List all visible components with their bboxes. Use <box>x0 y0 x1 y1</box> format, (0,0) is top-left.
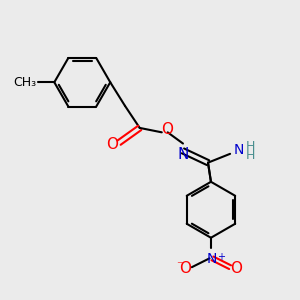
Text: O: O <box>179 261 191 276</box>
Text: +: + <box>218 252 225 262</box>
Text: N: N <box>206 253 217 266</box>
Text: N: N <box>234 143 244 157</box>
Text: H: H <box>245 140 255 153</box>
Text: O: O <box>106 136 119 152</box>
Text: N: N <box>177 147 189 162</box>
Text: CH₃: CH₃ <box>14 76 37 89</box>
Text: O: O <box>231 261 243 276</box>
Text: O: O <box>161 122 173 137</box>
Text: ⁻: ⁻ <box>176 259 183 272</box>
Text: H: H <box>245 149 255 162</box>
